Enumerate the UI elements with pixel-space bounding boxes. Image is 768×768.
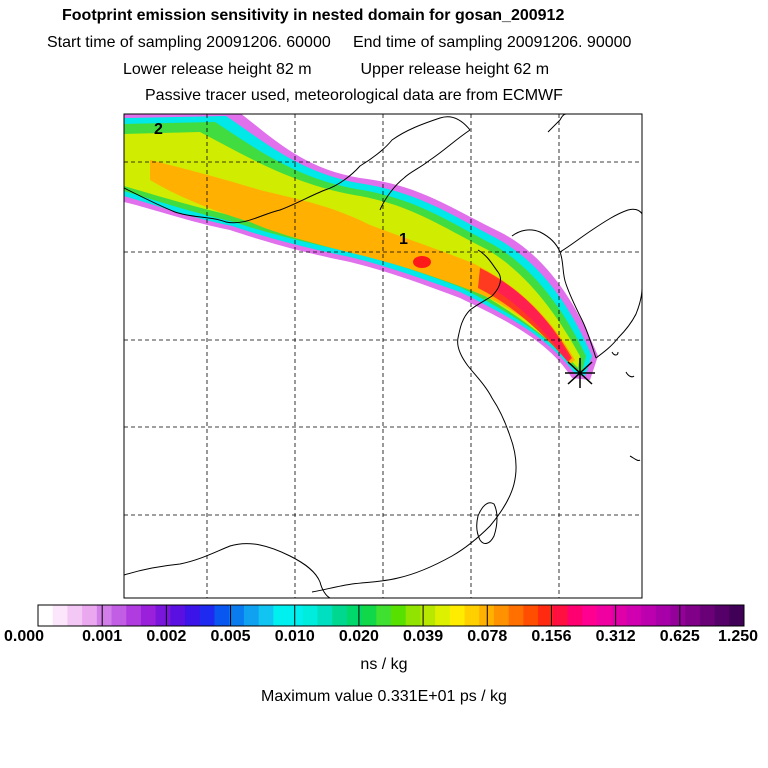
- sensitivity-plume: [124, 114, 598, 380]
- colorbar-swatch: [435, 605, 451, 626]
- colorbar-border: [37, 604, 745, 627]
- colorbar-unit: ns / kg: [360, 656, 408, 673]
- colorbar-swatch: [685, 605, 701, 626]
- upper-release-height: Upper release height 62 m: [360, 61, 550, 78]
- map-title: Footprint emission sensitivity in nested…: [62, 7, 565, 24]
- colorbar-swatch: [655, 605, 671, 626]
- colorbar-swatch: [288, 605, 304, 626]
- colorbar-swatch: [405, 605, 421, 626]
- colorbar-swatch: [729, 605, 745, 626]
- colorbar-tick-label: 0.010: [274, 628, 315, 645]
- end-time: End time of sampling 20091206. 90000: [352, 34, 632, 51]
- colorbar-tick-label: 1.250: [717, 628, 759, 645]
- colorbar-swatch: [391, 605, 407, 626]
- colorbar-tick-label: 0.020: [338, 628, 379, 645]
- colorbar-swatch: [641, 605, 657, 626]
- colorbar-swatch: [52, 605, 68, 626]
- map-frame: [123, 113, 643, 599]
- colorbar-swatch: [111, 605, 127, 626]
- colorbar-tick-label: 0.000: [3, 628, 45, 645]
- colorbar: [37, 604, 745, 627]
- colorbar-swatch: [464, 605, 480, 626]
- colorbar-swatch: [317, 605, 333, 626]
- colorbar-swatch: [420, 605, 436, 626]
- colorbar-tick-label: 0.625: [659, 628, 700, 645]
- colorbar-swatch: [38, 605, 54, 626]
- colorbar-tick-label: 0.002: [146, 628, 187, 645]
- colorbar-swatch: [508, 605, 524, 626]
- colorbar-swatch: [582, 605, 598, 626]
- colorbar-swatch: [567, 605, 583, 626]
- colorbar-swatch: [670, 605, 686, 626]
- coastlines: [124, 114, 642, 598]
- colorbar-swatch: [214, 605, 230, 626]
- colorbar-swatch: [229, 605, 245, 626]
- colorbar-swatch: [376, 605, 392, 626]
- colorbar-swatch: [626, 605, 642, 626]
- colorbar-tick-label: 0.005: [210, 628, 251, 645]
- colorbar-tick-label: 0.001: [82, 628, 123, 645]
- lower-release-height: Lower release height 82 m: [123, 61, 312, 78]
- plume-label-2: 2: [154, 121, 163, 138]
- colorbar-tick-label: 0.078: [467, 628, 508, 645]
- colorbar-swatch: [332, 605, 348, 626]
- colorbar-swatch: [243, 605, 260, 626]
- colorbar-tick-label: 0.039: [403, 628, 444, 645]
- colorbar-swatch: [185, 605, 201, 626]
- sampling-times: Start time of sampling 20091206. 60000 E…: [47, 34, 631, 52]
- colorbar-tick-label: 0.156: [531, 628, 572, 645]
- plume-orange: [150, 160, 575, 364]
- colorbar-swatch: [538, 605, 554, 626]
- colorbar-tick-label: 0.312: [595, 628, 636, 645]
- colorbar-swatch: [449, 605, 466, 626]
- graticule: [124, 114, 642, 598]
- receptor-marker: [565, 358, 595, 388]
- colorbar-swatch: [361, 605, 377, 626]
- colorbar-swatch: [714, 605, 730, 626]
- plume-hotspot: [413, 256, 431, 268]
- colorbar-swatch: [493, 605, 510, 626]
- colorbar-swatch: [82, 605, 98, 626]
- maximum-value: Maximum value 0.331E+01 ps / kg: [261, 688, 507, 705]
- release-heights: Lower release height 82 m Upper release …: [123, 61, 549, 79]
- colorbar-swatch: [199, 605, 215, 626]
- colorbar-swatch: [126, 605, 142, 626]
- colorbar-swatch: [523, 605, 539, 626]
- colorbar-swatch: [67, 605, 83, 626]
- tracer-note: Passive tracer used, meteorological data…: [145, 87, 563, 104]
- colorbar-swatch: [611, 605, 627, 626]
- plume-label-1: 1: [399, 231, 408, 248]
- colorbar-swatch: [170, 605, 186, 626]
- colorbar-swatch: [140, 605, 157, 626]
- colorbar-swatch: [596, 605, 613, 626]
- colorbar-swatch: [273, 605, 289, 626]
- plume-red-core: [498, 280, 570, 361]
- colorbar-swatch: [96, 605, 113, 626]
- colorbar-swatch: [302, 605, 318, 626]
- colorbar-swatch: [552, 605, 568, 626]
- colorbar-swatch: [258, 605, 274, 626]
- colorbar-swatch: [699, 605, 716, 626]
- start-time: Start time of sampling 20091206. 60000: [47, 34, 331, 51]
- colorbar-swatch: [155, 605, 171, 626]
- colorbar-swatch: [346, 605, 363, 626]
